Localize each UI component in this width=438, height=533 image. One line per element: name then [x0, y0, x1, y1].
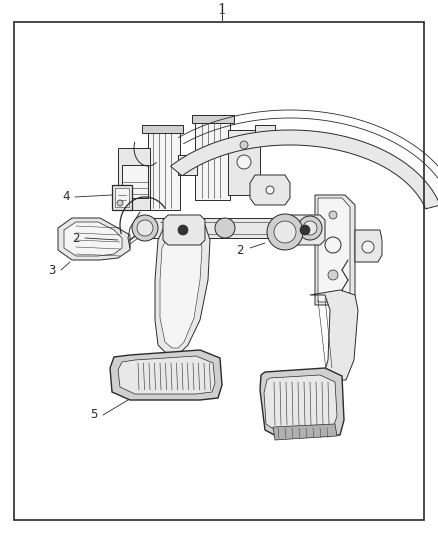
Circle shape	[267, 214, 303, 250]
Polygon shape	[273, 424, 337, 440]
Polygon shape	[310, 290, 358, 380]
Text: 2: 2	[72, 231, 80, 245]
Polygon shape	[355, 230, 382, 262]
Polygon shape	[142, 125, 183, 133]
Polygon shape	[255, 125, 275, 145]
Circle shape	[132, 215, 158, 241]
Polygon shape	[195, 120, 230, 200]
Polygon shape	[318, 198, 350, 302]
Polygon shape	[115, 188, 129, 207]
Polygon shape	[250, 175, 290, 205]
Polygon shape	[58, 218, 130, 260]
Circle shape	[328, 270, 338, 280]
Circle shape	[300, 225, 310, 235]
Text: 2: 2	[236, 244, 244, 256]
Circle shape	[178, 225, 188, 235]
Circle shape	[325, 237, 341, 253]
Circle shape	[215, 218, 235, 238]
Polygon shape	[192, 115, 234, 123]
Circle shape	[274, 221, 296, 243]
Circle shape	[266, 186, 274, 194]
Circle shape	[329, 211, 337, 219]
Text: 1: 1	[218, 3, 226, 17]
Polygon shape	[285, 215, 325, 245]
Polygon shape	[145, 218, 310, 238]
Polygon shape	[264, 375, 337, 430]
Polygon shape	[260, 368, 344, 438]
Polygon shape	[148, 130, 180, 210]
Circle shape	[303, 221, 317, 235]
Circle shape	[237, 155, 251, 169]
Polygon shape	[110, 350, 222, 400]
Circle shape	[362, 241, 374, 253]
Circle shape	[117, 200, 123, 206]
Polygon shape	[178, 155, 197, 175]
Polygon shape	[64, 222, 122, 256]
Text: 4: 4	[62, 190, 70, 204]
Polygon shape	[118, 148, 150, 210]
Polygon shape	[315, 195, 355, 305]
Polygon shape	[163, 215, 205, 245]
Polygon shape	[228, 130, 260, 195]
Polygon shape	[160, 228, 202, 348]
Polygon shape	[112, 185, 132, 210]
Polygon shape	[170, 130, 438, 209]
Circle shape	[298, 216, 322, 240]
Text: 3: 3	[48, 263, 56, 277]
Polygon shape	[118, 356, 215, 394]
Polygon shape	[122, 165, 148, 198]
Circle shape	[137, 220, 153, 236]
Circle shape	[240, 141, 248, 149]
Polygon shape	[255, 175, 270, 195]
Polygon shape	[155, 220, 210, 355]
Text: 5: 5	[90, 408, 98, 422]
